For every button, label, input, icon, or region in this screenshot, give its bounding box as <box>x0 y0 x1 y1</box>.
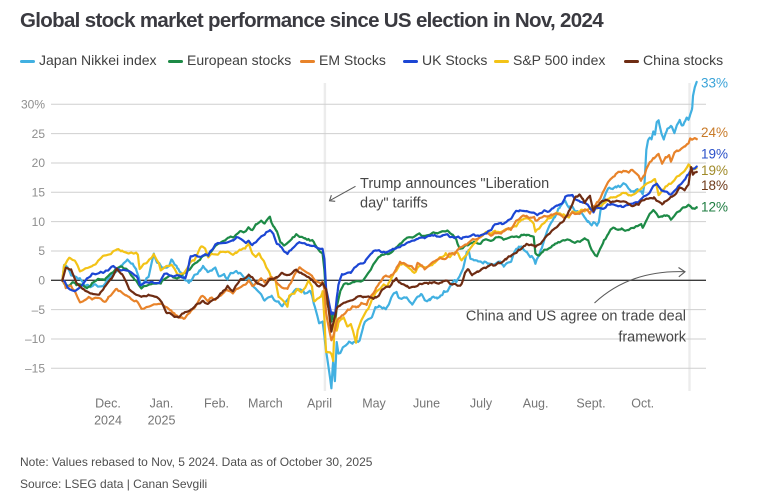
svg-text:–15: –15 <box>25 362 45 376</box>
svg-text:July: July <box>470 397 493 411</box>
svg-text:Jan.: Jan. <box>150 397 174 411</box>
svg-text:19%: 19% <box>701 163 728 178</box>
svg-text:Aug.: Aug. <box>523 397 549 411</box>
svg-text:10: 10 <box>32 215 46 229</box>
svg-text:Dec.: Dec. <box>95 397 121 411</box>
svg-text:Trump announces "Liberation: Trump announces "Liberation <box>360 176 549 192</box>
svg-text:China and US agree on trade de: China and US agree on trade deal <box>466 309 686 325</box>
svg-text:5: 5 <box>38 244 45 258</box>
svg-text:18%: 18% <box>701 178 728 193</box>
svg-text:25: 25 <box>32 127 46 141</box>
svg-text:0: 0 <box>38 274 45 288</box>
svg-text:Oct.: Oct. <box>631 397 654 411</box>
svg-text:19%: 19% <box>701 147 728 162</box>
svg-text:30%: 30% <box>21 98 45 112</box>
svg-text:Feb.: Feb. <box>204 397 229 411</box>
svg-text:12%: 12% <box>701 200 728 215</box>
svg-text:April: April <box>307 397 332 411</box>
svg-text:33%: 33% <box>701 76 728 91</box>
svg-text:March: March <box>248 397 283 411</box>
svg-text:framework: framework <box>618 330 686 346</box>
svg-text:June: June <box>413 397 440 411</box>
svg-text:Sept.: Sept. <box>576 397 605 411</box>
svg-text:May: May <box>362 397 386 411</box>
svg-text:20: 20 <box>32 156 46 170</box>
svg-text:2024: 2024 <box>94 414 122 428</box>
svg-text:2025: 2025 <box>148 414 176 428</box>
svg-text:day" tariffs: day" tariffs <box>360 196 428 212</box>
svg-text:–10: –10 <box>25 332 45 346</box>
svg-text:24%: 24% <box>701 125 728 140</box>
svg-text:15: 15 <box>32 186 46 200</box>
svg-text:–5: –5 <box>32 303 46 317</box>
